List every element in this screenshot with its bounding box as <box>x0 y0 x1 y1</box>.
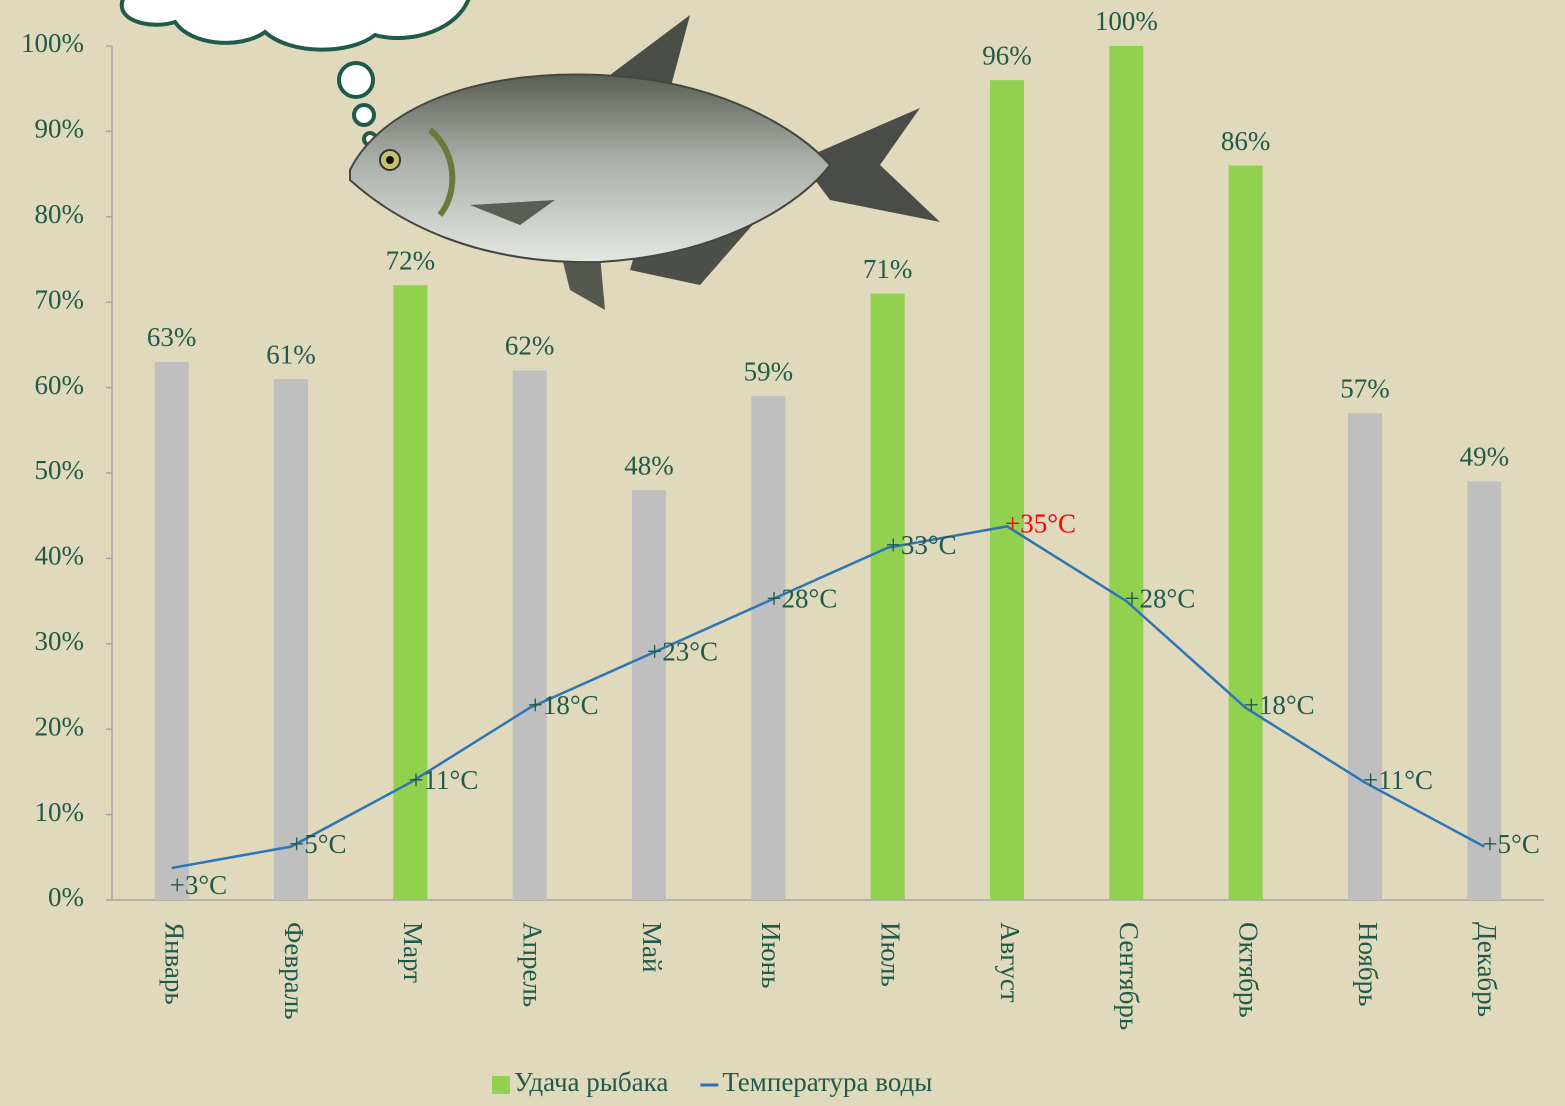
line-value-label: +11°C <box>1363 765 1433 795</box>
legend-label: Удача рыбака <box>514 1067 668 1097</box>
bar <box>1109 46 1144 900</box>
bar-value-label: 100% <box>1095 6 1158 36</box>
bar-value-label: 59% <box>744 356 794 386</box>
x-tick-label: Декабрь <box>1472 922 1502 1017</box>
bar <box>751 396 786 900</box>
bar <box>1467 481 1502 900</box>
x-tick-label: Октябрь <box>1233 922 1263 1018</box>
line-value-label: +11°C <box>408 765 478 795</box>
y-tick-label: 90% <box>35 114 85 144</box>
bar-value-label: 48% <box>624 450 674 480</box>
bar-value-label: 49% <box>1460 442 1510 472</box>
x-tick-label: Январь <box>159 922 189 1005</box>
line-value-label: +18°C <box>528 690 599 720</box>
x-tick-label: Ноябрь <box>1353 922 1383 1006</box>
bar-value-label: 61% <box>266 339 316 369</box>
line-value-label: +33°C <box>886 530 957 560</box>
bar <box>1228 165 1263 900</box>
x-tick-label: Июль <box>875 922 905 987</box>
y-tick-label: 20% <box>35 711 85 741</box>
bar-value-label: 63% <box>147 322 197 352</box>
legend-swatch <box>492 1076 510 1094</box>
bar-value-label: 62% <box>505 331 555 361</box>
x-tick-label: Март <box>398 922 428 983</box>
line-value-label: +3°C <box>170 870 228 900</box>
legend-label: Температура воды <box>722 1067 932 1097</box>
line-value-label: +23°C <box>647 637 718 667</box>
line-value-label: +28°C <box>766 583 837 613</box>
y-tick-label: 10% <box>35 797 85 827</box>
y-tick-label: 30% <box>35 626 85 656</box>
line-value-label: +5°C <box>1482 829 1540 859</box>
bar-value-label: 86% <box>1221 126 1271 156</box>
line-value-label: +5°C <box>289 829 347 859</box>
y-tick-label: 100% <box>21 28 84 58</box>
x-tick-label: Февраль <box>279 922 309 1020</box>
thought-cloud <box>120 0 471 147</box>
bar-value-label: 96% <box>982 40 1032 70</box>
x-tick-label: Август <box>995 922 1025 1003</box>
bar <box>870 293 905 900</box>
bar <box>512 370 547 900</box>
x-tick-label: Сентябрь <box>1114 922 1144 1030</box>
y-tick-label: 60% <box>35 370 85 400</box>
bar <box>1348 413 1382 900</box>
bar-value-label: 57% <box>1340 373 1390 403</box>
bar <box>990 80 1024 900</box>
bar <box>393 285 428 900</box>
bar-value-label: 71% <box>863 254 913 284</box>
y-tick-label: 40% <box>35 541 85 571</box>
fish <box>349 15 940 310</box>
y-tick-label: 80% <box>35 199 85 229</box>
line-value-label: +28°C <box>1124 583 1195 613</box>
bar <box>274 379 308 900</box>
y-tick-label: 0% <box>48 882 84 912</box>
x-tick-label: Апрель <box>517 922 547 1007</box>
line-value-label: +18°C <box>1244 690 1315 720</box>
y-tick-label: 70% <box>35 284 85 314</box>
bar-value-label: 72% <box>386 245 436 275</box>
y-tick-label: 50% <box>35 455 85 485</box>
bar <box>154 361 189 901</box>
x-tick-label: Июнь <box>756 922 786 988</box>
bar <box>632 490 666 900</box>
line <box>171 525 1485 870</box>
x-tick-label: Май <box>637 922 667 972</box>
line-value-label: +35°C <box>1005 509 1076 539</box>
